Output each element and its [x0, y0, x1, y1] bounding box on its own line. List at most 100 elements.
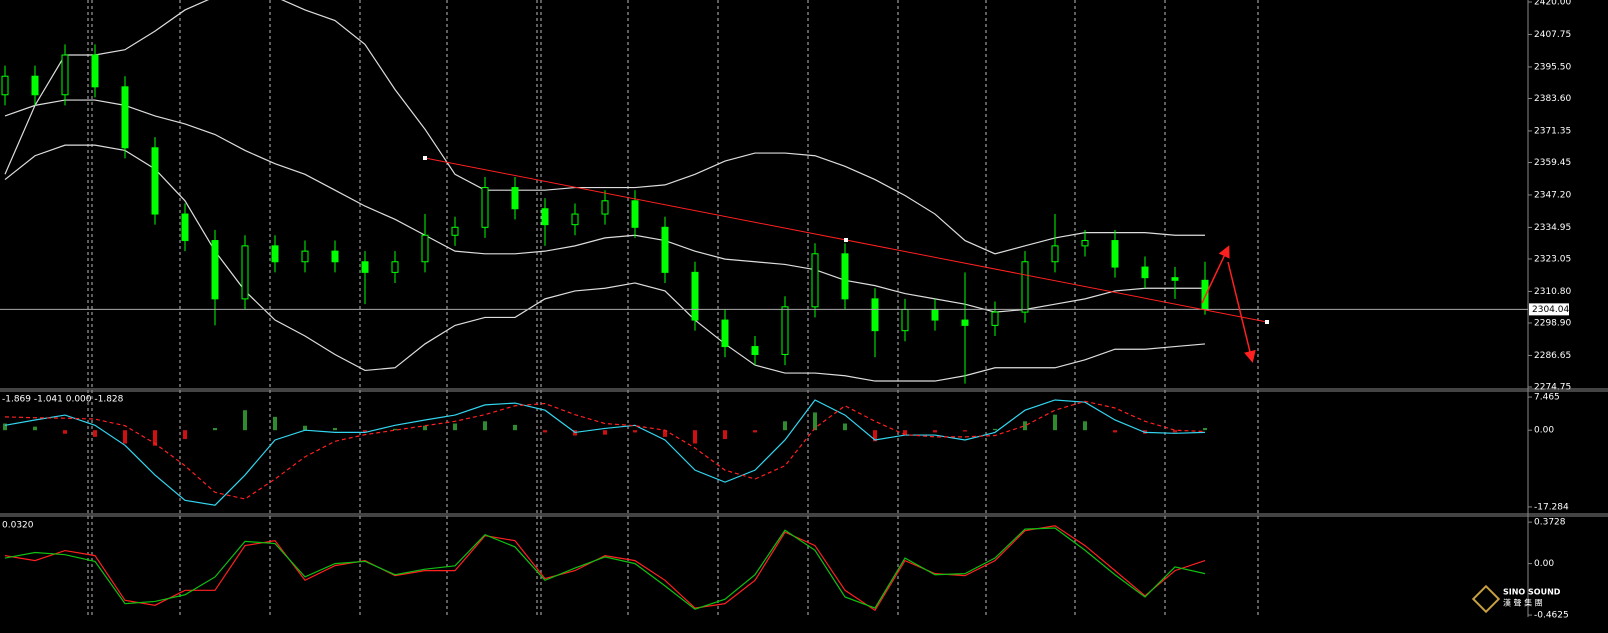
candle-body: [961, 319, 969, 326]
candle-body: [211, 240, 219, 300]
candle-body: [1111, 240, 1119, 268]
histogram-bar: [183, 430, 187, 440]
y-tick-label: -0.4625: [1534, 611, 1569, 621]
histogram-bar: [1023, 421, 1027, 431]
indicator-line: [4, 0, 1205, 255]
y-tick-label: 2407.75: [1534, 30, 1571, 40]
indicator-line: [4, 525, 1206, 612]
panel: [1, 0, 1209, 384]
y-tick-label: 0.3728: [1534, 518, 1566, 528]
candle-body: [931, 308, 939, 321]
candle-body: [1021, 261, 1029, 313]
histogram-bar: [873, 430, 877, 442]
arrow-down: [1227, 261, 1256, 363]
indicator-label: -1.869 -1.041 0.000 -1.828: [2, 395, 124, 405]
candle-body: [391, 261, 399, 273]
y-tick-label: 2286.65: [1534, 351, 1571, 361]
histogram-bar: [33, 426, 37, 431]
candle-body: [781, 306, 789, 356]
current-price-box: [1529, 303, 1569, 316]
histogram-bar: [513, 424, 517, 431]
histogram-bar: [63, 430, 67, 434]
histogram-bar: [243, 410, 247, 431]
trend-handle: [423, 156, 427, 160]
histogram-bar: [1113, 430, 1117, 433]
candle-body: [91, 54, 99, 88]
histogram-bar: [273, 416, 277, 431]
histogram-bar: [633, 430, 637, 433]
histogram-bar: [153, 430, 157, 446]
candle-body: [1171, 277, 1179, 281]
histogram-bar: [1053, 414, 1057, 431]
candle-body: [751, 346, 759, 356]
y-tick-label: 2420.00: [1534, 0, 1571, 8]
histogram-bar: [693, 430, 697, 444]
vertical-grid: [87, 0, 1259, 617]
candle-body: [901, 308, 909, 332]
histogram-bar: [93, 430, 97, 437]
histogram-bar: [933, 430, 937, 433]
histogram-bar: [723, 430, 727, 440]
candle-body: [271, 245, 279, 263]
indicator-line: [4, 400, 1206, 500]
arrow-up: [1201, 245, 1230, 304]
indicator-line: [4, 144, 1206, 382]
indicator-label: 0.0320: [2, 521, 34, 531]
candle-body: [871, 298, 879, 332]
watermark-name: SINO SOUND: [1503, 588, 1561, 597]
histogram-bar: [213, 427, 217, 431]
candle-body: [181, 213, 189, 242]
candle-body: [571, 213, 579, 226]
histogram-bar: [123, 430, 127, 444]
candle-body: [361, 261, 369, 273]
histogram-bar: [483, 421, 487, 431]
candle-body: [601, 200, 609, 215]
histogram-bar: [543, 430, 547, 433]
y-tick-label: 2298.90: [1534, 318, 1571, 328]
candle-body: [301, 250, 309, 263]
histogram-bar: [1173, 430, 1177, 433]
y-tick-label: 2383.60: [1534, 94, 1571, 104]
current-price-label: 2304.04: [1532, 305, 1569, 315]
candle-body: [1141, 266, 1149, 279]
candle-body: [691, 271, 699, 321]
candle-body: [811, 253, 819, 308]
histogram-bar: [993, 428, 997, 431]
candle-body: [661, 226, 669, 273]
panel: [3, 399, 1207, 506]
candle-body: [331, 250, 339, 263]
watermark-logo: [1471, 584, 1501, 614]
histogram-bar: [783, 421, 787, 431]
histogram-bar: [3, 423, 7, 431]
candle-body: [1051, 245, 1059, 263]
trend-handle: [844, 238, 848, 242]
histogram-bar: [963, 430, 967, 432]
histogram-bar: [1203, 427, 1207, 431]
histogram-bar: [903, 430, 907, 435]
y-tick-label: -17.284: [1534, 502, 1569, 512]
y-tick-label: 2347.20: [1534, 190, 1571, 200]
trend-annotation: [423, 156, 1269, 363]
indicator-line: [4, 99, 1205, 313]
candle-body: [451, 226, 459, 236]
histogram-bar: [753, 430, 757, 433]
candle-body: [841, 253, 849, 300]
histogram-bar: [603, 430, 607, 435]
candle-body: [31, 75, 39, 96]
y-tick-label: 2359.45: [1534, 158, 1571, 168]
candle-body: [511, 187, 519, 210]
y-tick-label: 2334.95: [1534, 223, 1571, 233]
indicator-line: [4, 399, 1206, 506]
panel: [4, 525, 1206, 612]
histogram-bar: [813, 412, 817, 431]
indicator-line: [4, 527, 1206, 610]
candle-body: [151, 147, 159, 215]
candle-body: [121, 86, 129, 149]
y-tick-label: 0.00: [1534, 559, 1554, 569]
candle-body: [61, 54, 69, 96]
candle-body: [241, 245, 249, 300]
y-tick-label: 7.465: [1534, 393, 1560, 403]
